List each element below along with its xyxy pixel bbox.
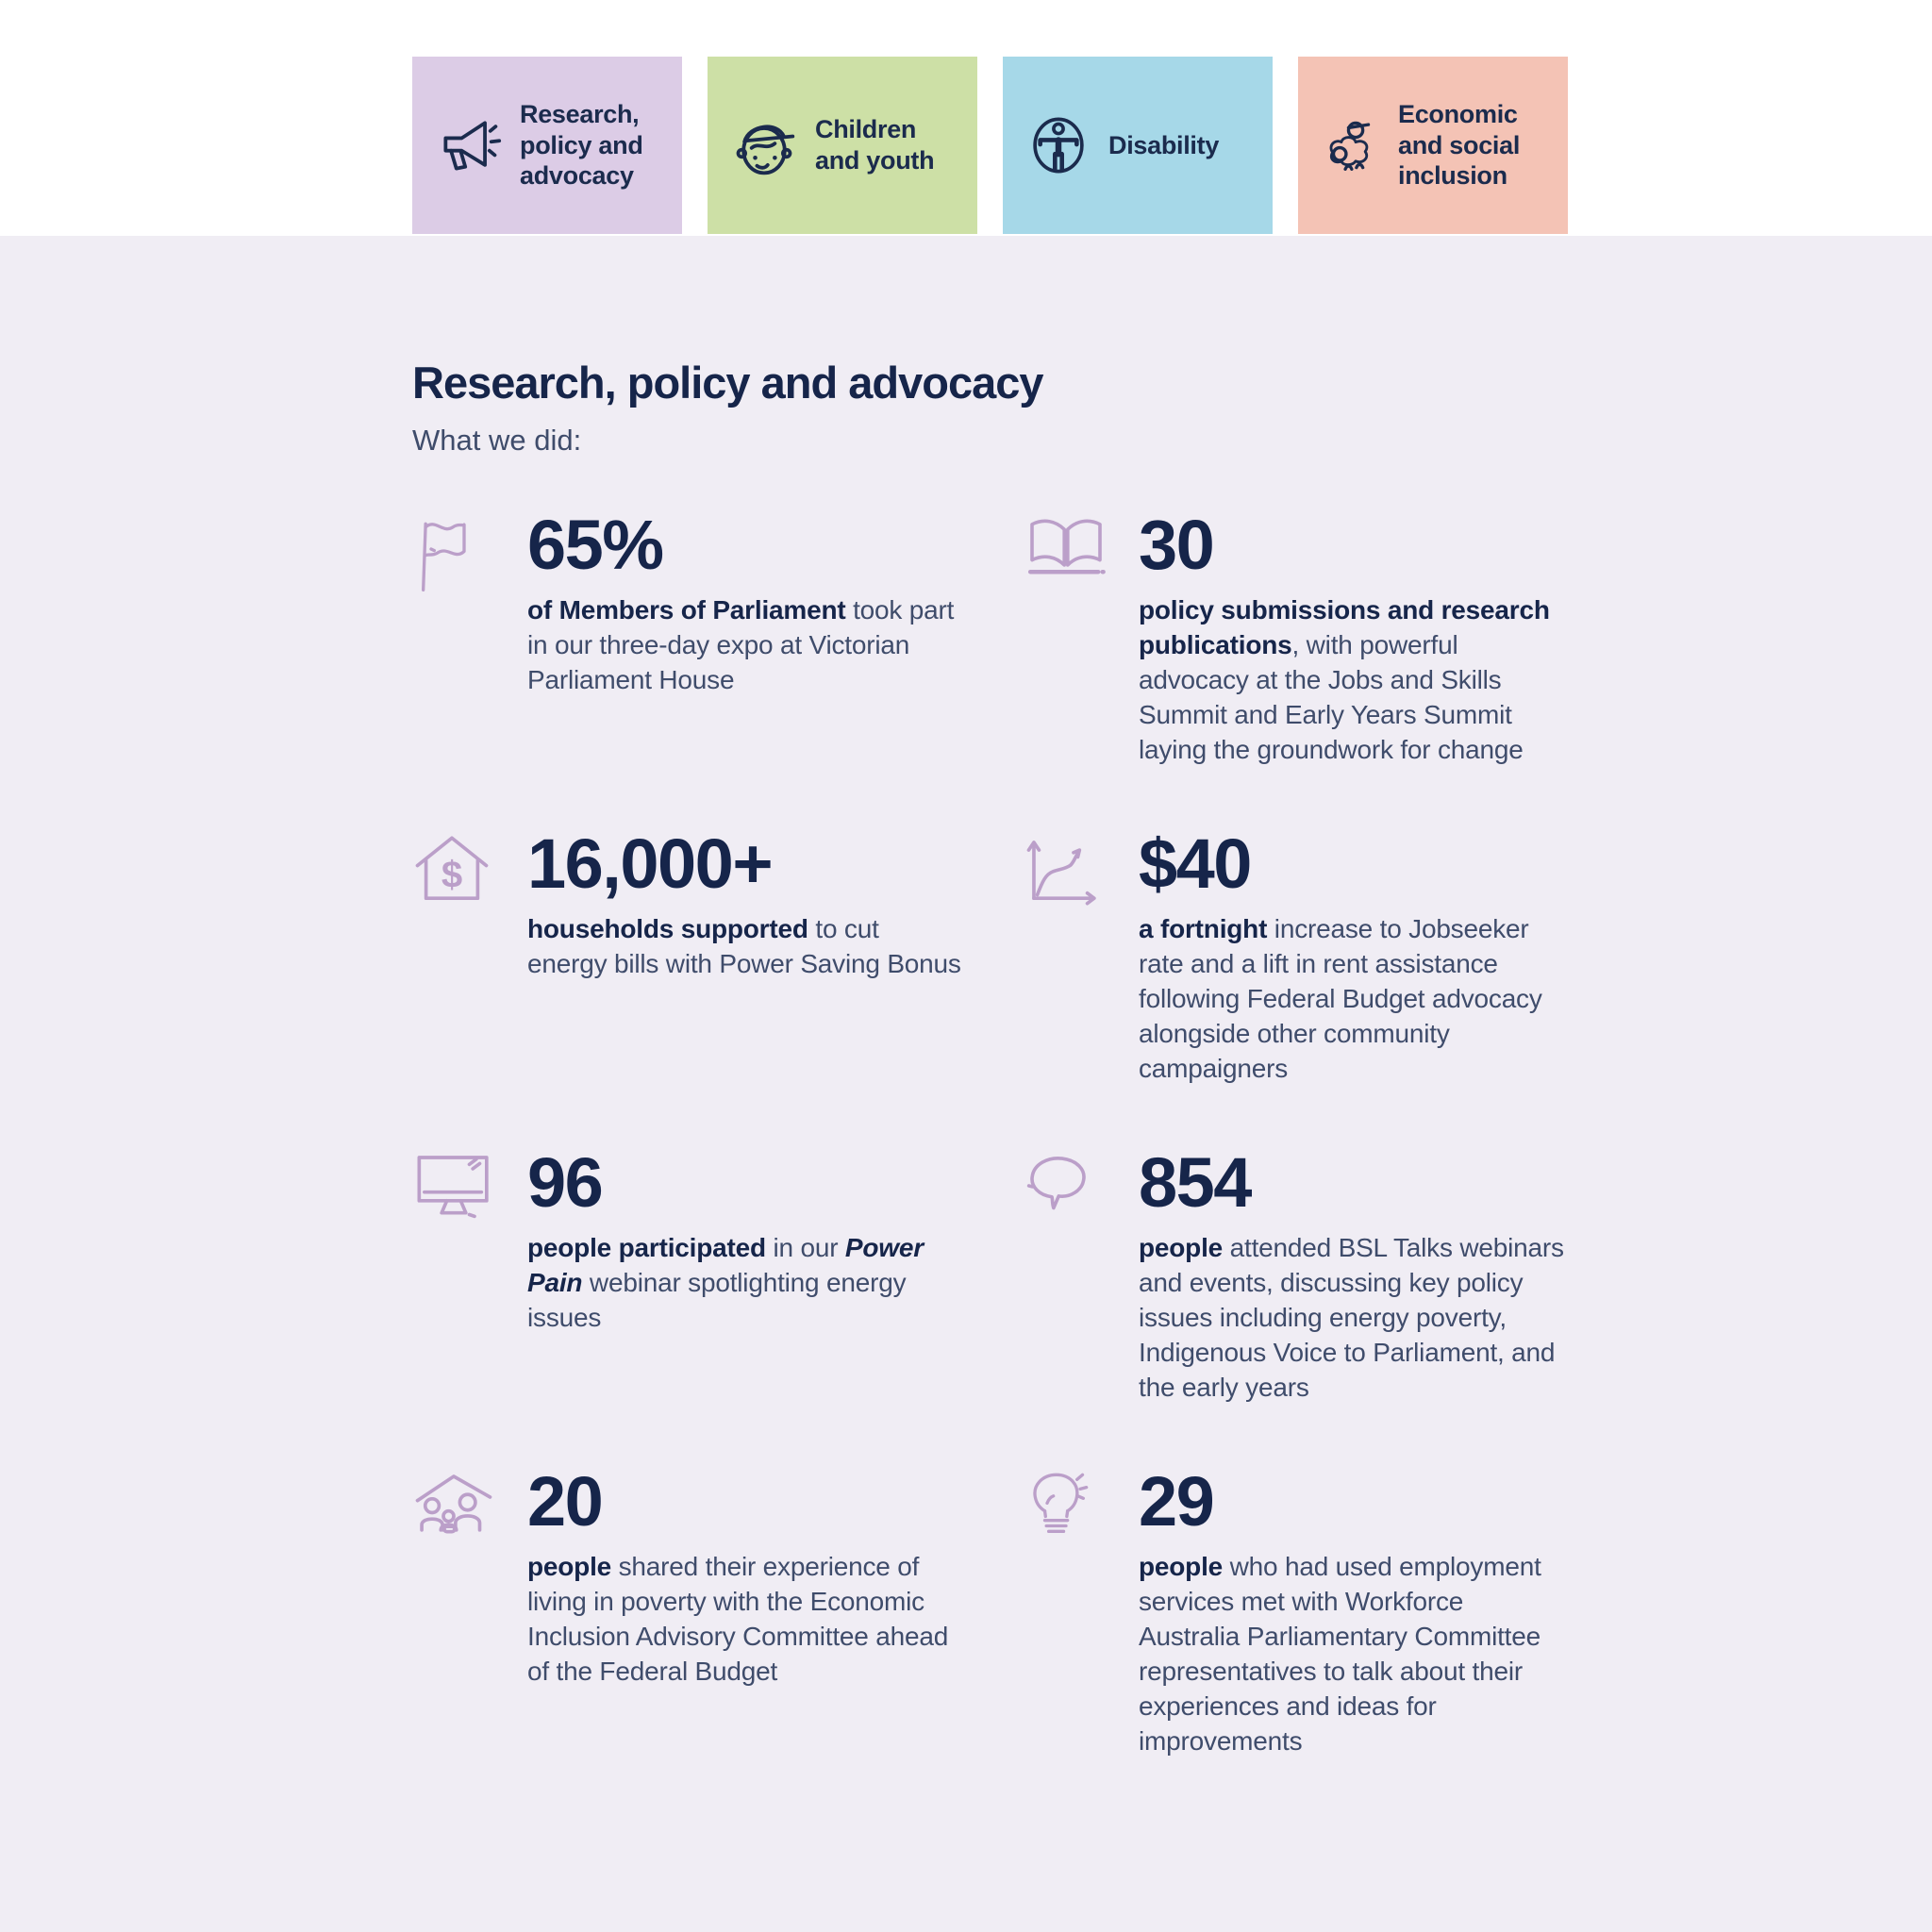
tab-label: Children and youth — [815, 115, 935, 175]
stat-description: people participated in our Power Pain we… — [527, 1233, 924, 1332]
stat-description: people who had used employment services … — [1139, 1552, 1541, 1756]
lightbulb-icon — [1024, 1467, 1139, 1555]
monitor-icon — [412, 1148, 527, 1232]
section-content: Research, policy and advocacy What we di… — [412, 357, 1601, 1758]
stat-item-employment-services: 29 people who had used employment servic… — [1024, 1467, 1566, 1758]
stat-description: policy submissions and research publicat… — [1139, 595, 1550, 764]
stat-value: 20 — [527, 1462, 604, 1541]
stat-value: 854 — [1139, 1143, 1252, 1222]
stats-grid: 65% of Members of Parliament took part i… — [412, 510, 1601, 1758]
tab-economic-social-inclusion[interactable]: Economic and social inclusion — [1298, 57, 1568, 234]
stat-item-members-of-parliament: 65% of Members of Parliament took part i… — [412, 510, 986, 767]
open-book-icon — [1024, 510, 1139, 589]
tab-children-and-youth[interactable]: Children and youth — [708, 57, 977, 234]
stat-body: 16,000+ households supported to cut ener… — [527, 829, 986, 981]
house-people-icon — [412, 1467, 527, 1551]
flag-icon — [412, 510, 527, 600]
category-tabs: Research, policy and advocacy Chi — [412, 57, 1568, 234]
section-subtitle: What we did: — [412, 424, 582, 457]
stat-item-lived-experience: 20 people shared their experience of liv… — [412, 1467, 986, 1758]
speech-bubble-icon — [1024, 1148, 1139, 1226]
stat-body: 29 people who had used employment servic… — [1139, 1467, 1566, 1758]
tab-research-policy-advocacy[interactable]: Research, policy and advocacy — [412, 57, 682, 234]
stat-body: $40 a fortnight increase to Jobseeker ra… — [1139, 829, 1566, 1086]
house-dollar-icon: $ — [412, 829, 527, 915]
tab-label: Research, policy and advocacy — [520, 99, 643, 191]
stat-value: 16,000+ — [527, 824, 774, 903]
child-face-icon — [730, 111, 798, 179]
stat-body: 96 people participated in our Power Pain… — [527, 1148, 986, 1335]
stat-item-webinar-participants: 96 people participated in our Power Pain… — [412, 1148, 986, 1405]
megaphone-icon — [435, 111, 503, 179]
stat-description: households supported to cut energy bills… — [527, 914, 961, 978]
tab-label: Economic and social inclusion — [1398, 99, 1521, 191]
accessibility-icon — [1025, 111, 1091, 179]
stat-description: of Members of Parliament took part in ou… — [527, 595, 955, 694]
people-group-icon — [1321, 112, 1381, 178]
stat-description: people attended BSL Talks webinars and e… — [1139, 1233, 1564, 1402]
stat-value: 65% — [527, 506, 664, 584]
stat-value: $40 — [1139, 824, 1252, 903]
stat-item-fortnight-increase: $40 a fortnight increase to Jobseeker ra… — [1024, 829, 1566, 1086]
stat-description: a fortnight increase to Jobseeker rate a… — [1139, 914, 1542, 1083]
svg-text:$: $ — [441, 853, 462, 895]
main-section: Research, policy and advocacy What we di… — [0, 236, 1932, 1932]
page-title: Research, policy and advocacy — [412, 358, 1044, 408]
stat-body: 854 people attended BSL Talks webinars a… — [1139, 1148, 1566, 1405]
stat-body: 65% of Members of Parliament took part i… — [527, 510, 986, 697]
stat-value: 96 — [527, 1143, 604, 1222]
tab-disability[interactable]: Disability — [1003, 57, 1273, 234]
stat-value: 30 — [1139, 506, 1215, 584]
stat-item-policy-submissions: 30 policy submissions and research publi… — [1024, 510, 1566, 767]
stat-body: 20 people shared their experience of liv… — [527, 1467, 986, 1689]
line-chart-icon — [1024, 829, 1139, 915]
stat-value: 29 — [1139, 1462, 1215, 1541]
tab-label: Disability — [1108, 130, 1220, 159]
stat-item-households-supported: $ 16,000+ households supported to cut en… — [412, 829, 986, 1086]
stat-item-bsl-talks-attendees: 854 people attended BSL Talks webinars a… — [1024, 1148, 1566, 1405]
stat-body: 30 policy submissions and research publi… — [1139, 510, 1566, 767]
stat-description: people shared their experience of living… — [527, 1552, 949, 1686]
tab-band: Research, policy and advocacy Chi — [0, 0, 1932, 236]
